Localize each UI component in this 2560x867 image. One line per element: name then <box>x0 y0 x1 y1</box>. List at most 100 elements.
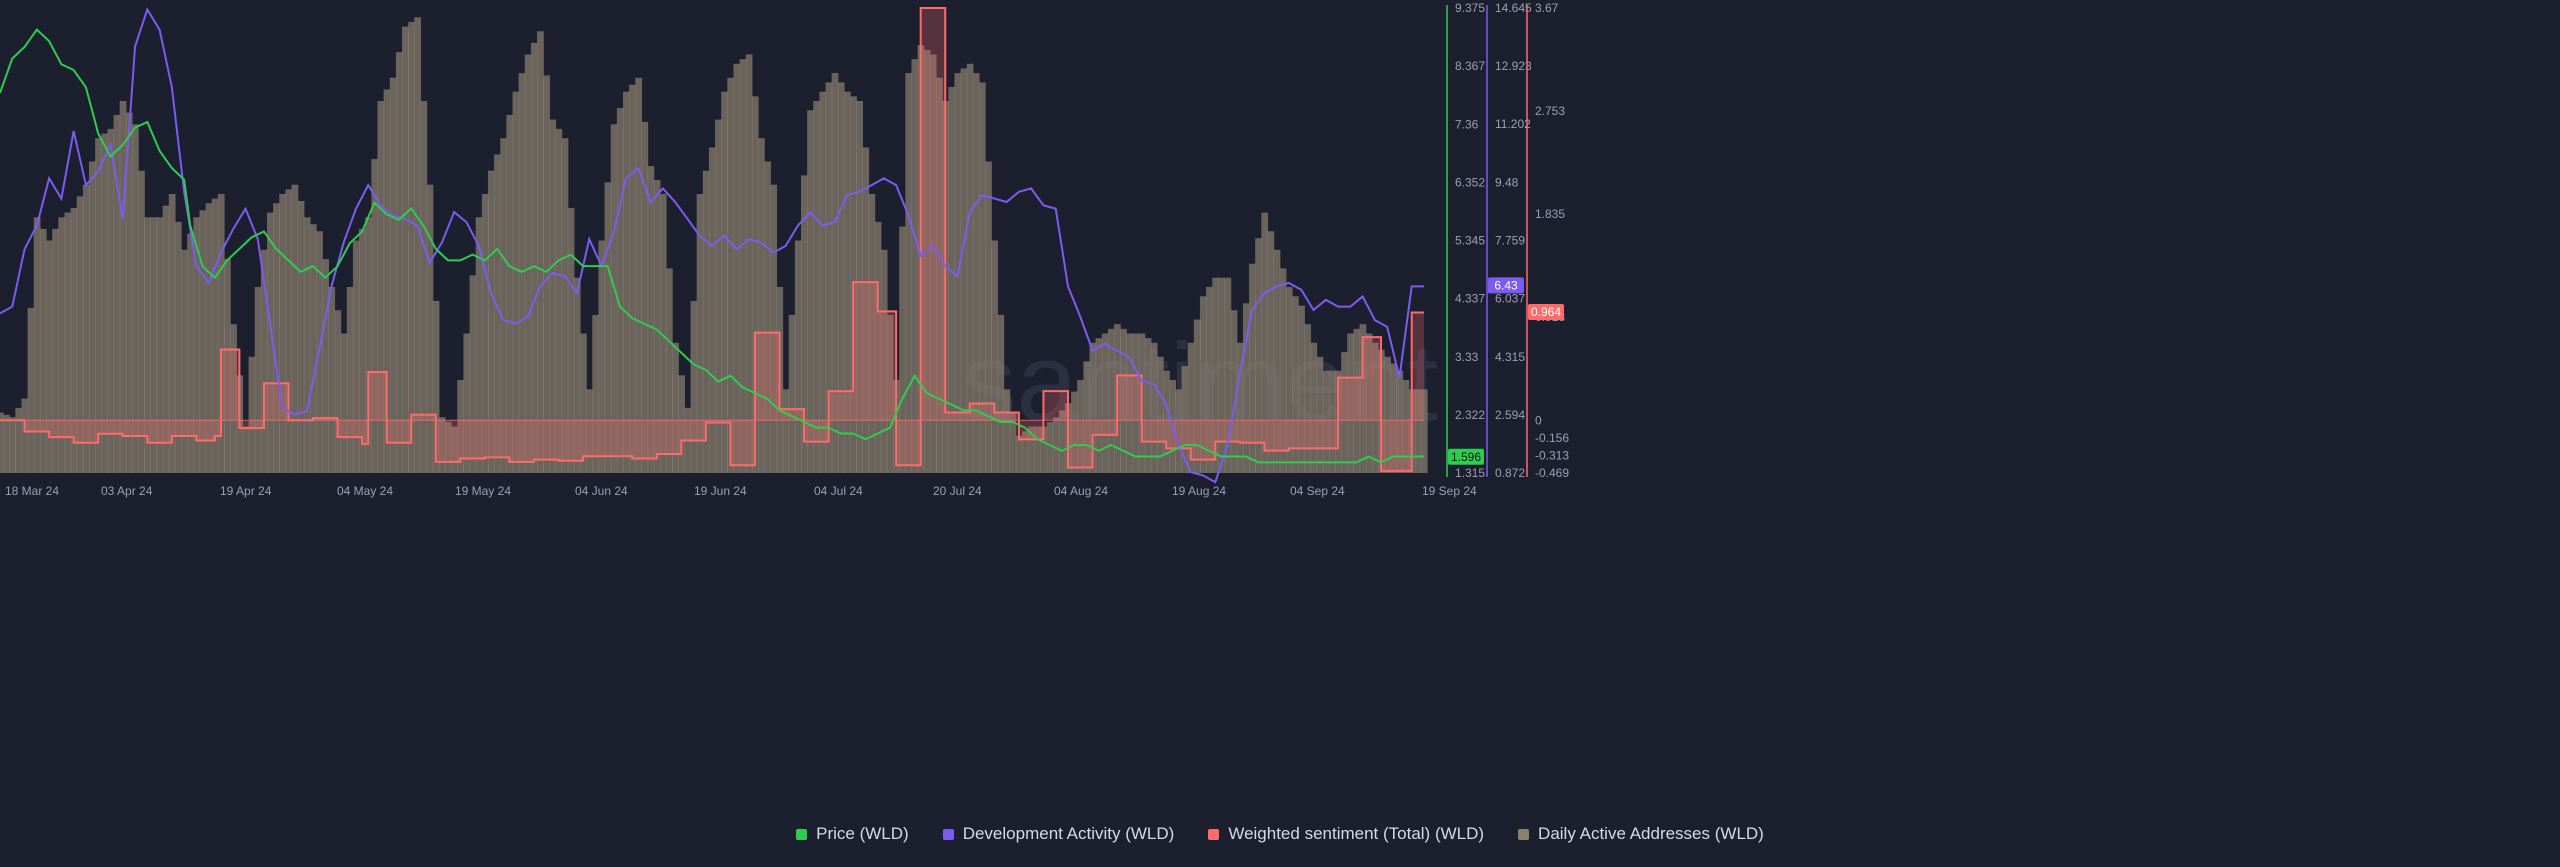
daa-bar <box>1242 303 1250 473</box>
daa-bar <box>309 224 317 473</box>
daa-bar <box>445 421 452 473</box>
legend-label-dev: Development Activity (WLD) <box>962 824 1175 843</box>
daa-bar <box>322 259 329 473</box>
dev-tick-label: 2.594 <box>1495 408 1525 422</box>
price-tick-label: 8.367 <box>1455 59 1485 73</box>
daa-bar <box>1298 305 1305 473</box>
daa-bar <box>3 414 10 473</box>
daa-bar <box>801 175 808 473</box>
daa-bar <box>1420 389 1428 473</box>
legend-item-daa[interactable]: Daily Active Addresses (WLD) <box>1518 824 1764 844</box>
daa-bar <box>328 287 336 473</box>
daa-bar <box>481 194 489 473</box>
daa-bar <box>549 119 557 473</box>
daa-bar <box>1328 370 1336 473</box>
daa-bar <box>1353 328 1361 473</box>
daa-bar <box>131 124 139 473</box>
daa-bar <box>285 189 293 473</box>
daily-active-addresses-bars <box>0 17 1428 474</box>
daa-bar <box>334 310 342 473</box>
x-tick-label: 04 Jun 24 <box>575 484 628 498</box>
daa-bar <box>758 138 765 473</box>
sentiment-tick-label: 1.835 <box>1535 207 1565 221</box>
daa-bar <box>831 73 839 473</box>
daa-bar <box>432 300 440 473</box>
daa-bar <box>211 198 219 473</box>
daa-bar <box>1021 431 1029 473</box>
x-tick-label: 04 Sep 24 <box>1290 484 1345 498</box>
legend-swatch-daa <box>1518 828 1530 840</box>
daa-bar <box>1414 389 1422 473</box>
sentiment-current-badge <box>1528 304 1564 321</box>
daa-bar <box>1384 356 1391 473</box>
sentiment-tick-label: 3.67 <box>1535 1 1559 15</box>
daa-bar <box>174 221 182 473</box>
price-tick-label: 9.375 <box>1455 1 1485 15</box>
x-tick-label: 19 May 24 <box>455 484 511 498</box>
daa-bar <box>1390 363 1397 473</box>
daa-bar <box>807 110 814 474</box>
daa-bar <box>1150 342 1158 473</box>
daa-bar <box>543 75 550 474</box>
x-tick-label: 04 May 24 <box>337 484 393 498</box>
daa-bar <box>475 217 483 473</box>
daa-bar <box>721 91 728 473</box>
daa-bar <box>279 194 287 473</box>
daa-bar <box>1175 389 1183 473</box>
daa-bar <box>899 226 906 473</box>
daa-bar <box>1009 412 1017 473</box>
daa-bar <box>690 300 698 473</box>
daa-bar <box>727 77 735 473</box>
daa-bar <box>1052 417 1060 473</box>
daa-bar <box>254 287 262 473</box>
daa-bar <box>52 228 59 473</box>
daa-bar <box>248 356 256 473</box>
daa-bar <box>647 166 655 473</box>
daa-bar <box>1371 342 1379 473</box>
sentiment-tick-label: -0.469 <box>1535 466 1569 480</box>
daa-bar <box>1261 212 1269 473</box>
daa-bar <box>138 170 145 473</box>
daa-bar <box>377 101 385 473</box>
daa-bar <box>702 170 710 473</box>
daa-bar <box>1071 391 1078 473</box>
daa-bar <box>1267 231 1275 473</box>
sentiment-area <box>0 8 1424 471</box>
daa-bar <box>1273 249 1281 473</box>
daa-bar <box>966 63 974 474</box>
daa-bar <box>1304 324 1312 473</box>
price-line <box>0 28 1424 464</box>
daa-bar <box>58 217 66 473</box>
legend-item-dev[interactable]: Development Activity (WLD) <box>942 824 1175 844</box>
daa-bar <box>402 26 409 473</box>
dev-tick-label: 4.315 <box>1495 350 1525 364</box>
daa-bar <box>70 207 78 473</box>
daa-bar <box>1003 389 1011 473</box>
weighted-sentiment-series <box>0 7 1424 472</box>
daa-bar <box>346 287 354 473</box>
daa-bar <box>1077 380 1084 473</box>
daa-bar <box>696 194 704 473</box>
daa-bar <box>524 54 532 473</box>
daa-bar <box>297 200 305 473</box>
daa-bar <box>567 207 575 473</box>
price-tick-label: 5.345 <box>1455 234 1485 248</box>
daa-bar <box>739 59 747 474</box>
price-series <box>0 28 1424 464</box>
development-activity-line <box>0 7 1424 484</box>
price-tick-label: 3.33 <box>1455 350 1479 364</box>
daa-bar <box>365 217 372 473</box>
daa-bar <box>193 217 201 473</box>
daa-bar <box>623 91 630 473</box>
daa-bar <box>1402 380 1410 473</box>
legend-item-price[interactable]: Price (WLD) <box>796 824 909 844</box>
daa-bar <box>672 342 679 473</box>
daa-bar <box>1230 310 1238 473</box>
daa-bar <box>708 147 716 473</box>
daa-bar <box>426 184 434 473</box>
daa-bar <box>494 154 501 473</box>
daa-bar <box>960 68 968 473</box>
legend-item-sentiment[interactable]: Weighted sentiment (Total) (WLD) <box>1208 824 1484 844</box>
daa-bar <box>1058 410 1066 473</box>
daa-bar <box>905 73 913 473</box>
